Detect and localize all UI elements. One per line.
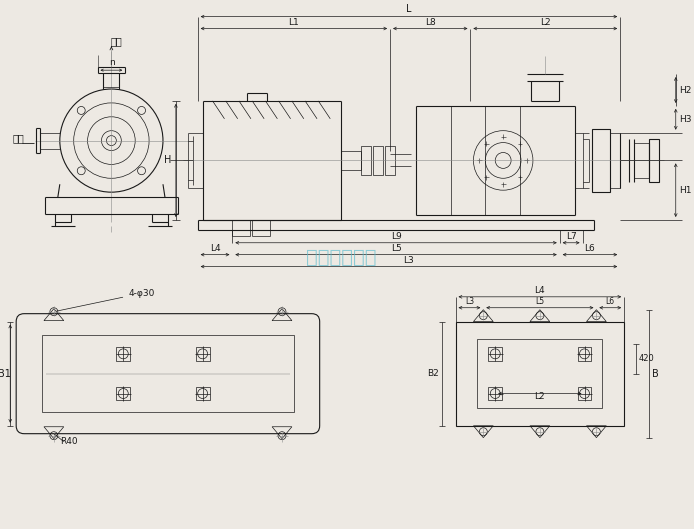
Text: L8: L8 (425, 17, 436, 26)
Text: H: H (164, 156, 171, 166)
Bar (42, 335, 294, 412)
Bar (577, 347, 591, 361)
Text: n: n (110, 58, 115, 67)
Bar (117, 387, 130, 400)
Text: 吐出: 吐出 (110, 37, 122, 47)
Text: 4-φ30: 4-φ30 (57, 289, 155, 311)
Text: B1: B1 (0, 369, 11, 379)
Text: 永嘉龙洋泵阀: 永嘉龙洋泵阀 (306, 248, 377, 267)
Bar (117, 347, 130, 361)
Bar (477, 340, 602, 408)
Bar (196, 387, 210, 400)
Bar (455, 322, 624, 426)
Bar (362, 145, 371, 175)
Text: H1: H1 (679, 186, 691, 195)
Text: L2: L2 (540, 17, 550, 26)
Text: L3: L3 (404, 256, 414, 264)
Text: L5: L5 (535, 297, 544, 306)
Text: 吸入: 吸入 (12, 134, 24, 143)
Text: R40: R40 (60, 436, 78, 445)
Bar (649, 139, 659, 183)
Text: B2: B2 (427, 369, 439, 378)
Bar (373, 145, 383, 175)
Bar (489, 387, 502, 400)
Bar (489, 347, 502, 361)
Text: L4: L4 (210, 244, 221, 253)
Text: L7: L7 (566, 232, 577, 241)
Text: H3: H3 (679, 115, 691, 124)
Text: L3: L3 (465, 297, 474, 306)
Text: L1: L1 (289, 17, 299, 26)
Text: H2: H2 (679, 86, 691, 95)
Text: L9: L9 (391, 232, 401, 241)
Text: 420: 420 (639, 354, 655, 363)
Text: L4: L4 (534, 286, 545, 295)
Bar (593, 129, 610, 192)
Bar (577, 387, 591, 400)
Text: L: L (406, 4, 412, 14)
Text: B: B (652, 369, 659, 379)
Bar (634, 143, 649, 178)
Text: L6: L6 (584, 244, 595, 253)
Bar (385, 145, 395, 175)
Text: L5: L5 (391, 244, 401, 253)
FancyBboxPatch shape (16, 314, 320, 434)
Bar (196, 347, 210, 361)
Text: L2: L2 (534, 393, 545, 402)
Text: L6: L6 (606, 297, 615, 306)
Bar (610, 133, 620, 188)
